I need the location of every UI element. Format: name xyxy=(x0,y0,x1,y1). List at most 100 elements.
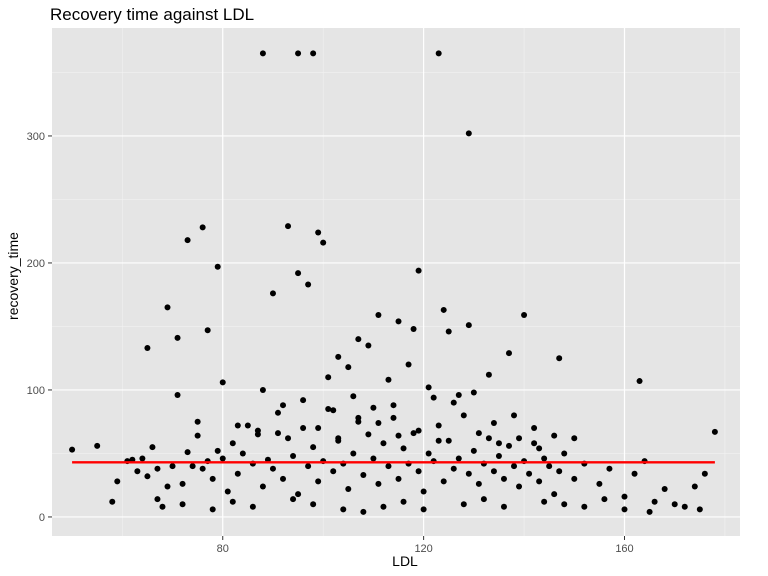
data-point xyxy=(345,486,352,493)
data-point xyxy=(380,440,387,447)
data-point xyxy=(244,422,251,429)
data-point xyxy=(239,450,246,457)
data-point xyxy=(475,480,482,487)
data-point xyxy=(531,425,538,432)
data-point xyxy=(440,478,447,485)
data-point xyxy=(661,486,668,493)
data-point xyxy=(696,506,703,513)
data-point xyxy=(505,442,512,449)
data-point xyxy=(214,263,221,270)
data-point xyxy=(556,468,563,475)
data-point xyxy=(300,425,307,432)
data-point xyxy=(541,455,548,462)
data-point xyxy=(495,452,502,459)
data-point xyxy=(460,412,467,419)
data-point xyxy=(320,239,327,246)
data-point xyxy=(455,392,462,399)
data-point xyxy=(536,478,543,485)
y-tick-label: 300 xyxy=(27,131,45,143)
x-tick-label: 120 xyxy=(414,543,432,555)
data-point xyxy=(249,503,256,510)
data-point xyxy=(440,306,447,313)
data-point xyxy=(415,427,422,434)
data-point xyxy=(631,470,638,477)
data-point xyxy=(310,444,317,451)
data-point xyxy=(274,430,281,437)
data-point xyxy=(410,430,417,437)
data-point xyxy=(465,130,472,137)
data-point xyxy=(546,463,553,470)
data-point xyxy=(234,422,241,429)
data-point xyxy=(435,50,442,57)
x-tick-label: 80 xyxy=(217,543,229,555)
x-tick-label: 160 xyxy=(615,543,633,555)
data-point xyxy=(556,355,563,362)
data-point xyxy=(450,399,457,406)
data-point xyxy=(561,450,568,457)
data-point xyxy=(365,342,372,349)
data-point xyxy=(219,455,226,462)
data-point xyxy=(571,435,578,442)
data-point xyxy=(234,470,241,477)
data-point xyxy=(681,503,688,510)
data-point xyxy=(581,503,588,510)
data-point xyxy=(380,503,387,510)
data-point xyxy=(445,437,452,444)
data-point xyxy=(204,327,211,334)
data-point xyxy=(259,386,266,393)
y-tick-label: 100 xyxy=(27,385,45,397)
data-point xyxy=(259,50,266,57)
data-point xyxy=(480,496,487,503)
minor-gridlines xyxy=(52,28,740,536)
data-point xyxy=(691,483,698,490)
data-point xyxy=(295,270,302,277)
data-point xyxy=(470,389,477,396)
data-point xyxy=(425,450,432,457)
data-point xyxy=(184,449,191,456)
data-point xyxy=(164,483,171,490)
data-point xyxy=(516,483,523,490)
y-axis-title: recovery_time xyxy=(5,232,21,320)
data-point xyxy=(465,470,472,477)
data-point xyxy=(365,431,372,438)
data-point xyxy=(420,506,427,513)
data-point xyxy=(209,506,216,513)
data-point xyxy=(280,402,287,409)
data-point xyxy=(606,465,613,472)
data-point xyxy=(139,455,146,462)
data-point xyxy=(340,506,347,513)
data-point xyxy=(465,322,472,329)
data-point xyxy=(144,473,151,480)
data-point xyxy=(425,384,432,391)
data-point xyxy=(370,455,377,462)
data-point xyxy=(355,414,362,421)
data-point xyxy=(229,440,236,447)
data-point xyxy=(154,465,161,472)
data-point xyxy=(350,450,357,457)
data-point xyxy=(435,437,442,444)
data-point xyxy=(375,480,382,487)
data-point xyxy=(360,472,367,479)
data-point xyxy=(571,475,578,482)
data-point xyxy=(335,435,342,442)
data-point xyxy=(144,345,151,352)
data-point xyxy=(430,394,437,401)
data-point xyxy=(375,419,382,426)
data-point xyxy=(209,475,216,482)
data-point xyxy=(601,496,608,503)
data-point xyxy=(536,445,543,452)
data-point xyxy=(315,478,322,485)
data-point xyxy=(621,493,628,500)
data-point xyxy=(485,435,492,442)
data-point xyxy=(305,463,312,470)
data-point xyxy=(596,480,603,487)
data-point xyxy=(300,397,307,404)
data-point xyxy=(154,496,161,503)
data-point xyxy=(516,435,523,442)
data-point xyxy=(551,432,558,439)
data-point xyxy=(490,419,497,426)
data-point xyxy=(269,465,276,472)
data-point xyxy=(395,432,402,439)
data-point xyxy=(174,334,181,341)
